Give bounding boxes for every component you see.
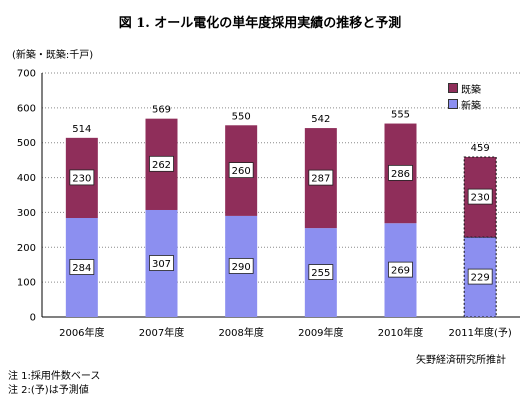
bar-total-label: 459 bbox=[471, 143, 490, 154]
y-tick-label: 300 bbox=[17, 208, 36, 219]
y-tick-label: 600 bbox=[17, 103, 36, 114]
legend-swatch-existing bbox=[448, 83, 458, 93]
note-2: 注 2:(予)は予測値 bbox=[8, 385, 89, 396]
bar-label-existing: 230 bbox=[72, 173, 91, 184]
bar-total-label: 569 bbox=[152, 105, 171, 116]
bar-label-new: 269 bbox=[391, 266, 410, 277]
y-tick-label: 200 bbox=[17, 243, 36, 254]
bar-label-new: 290 bbox=[232, 262, 251, 273]
bar-label-existing: 262 bbox=[152, 160, 171, 171]
bar-label-existing-box bbox=[228, 162, 254, 179]
source-label: 矢野経済研究所推計 bbox=[416, 355, 506, 366]
bar-label-existing-box bbox=[69, 169, 95, 186]
x-tick-label: 2010年度 bbox=[378, 326, 423, 339]
bar-label-new-box bbox=[388, 261, 413, 278]
legend-label-new: 新築 bbox=[461, 100, 481, 112]
bar-label-existing-box bbox=[388, 164, 413, 181]
legend-swatch-new bbox=[448, 99, 458, 109]
bar-total-label: 514 bbox=[72, 124, 91, 135]
bar-label-existing-box bbox=[149, 155, 174, 172]
bar-label-new: 229 bbox=[471, 273, 490, 284]
bar-label-existing: 286 bbox=[391, 169, 410, 180]
x-tick-label: 2009年度 bbox=[298, 326, 343, 339]
legend-item-existing: 既築 bbox=[448, 80, 481, 96]
y-tick-label: 0 bbox=[30, 313, 36, 324]
notes: 注 1:採用件数ベース 注 2:(予)は予測値 bbox=[8, 370, 100, 398]
bar-label-existing-box bbox=[308, 169, 334, 186]
legend-label-existing: 既築 bbox=[461, 84, 481, 96]
bar-label-new-box bbox=[308, 264, 334, 280]
y-tick-label: 100 bbox=[17, 278, 36, 289]
bar-label-new: 284 bbox=[72, 263, 91, 274]
bar-total-label: 555 bbox=[391, 110, 410, 121]
bar-label-new-box bbox=[228, 258, 254, 274]
note-1: 注 1:採用件数ベース bbox=[8, 371, 101, 382]
chart-title: 図 1. オール電化の単年度採用実績の推移と予測 bbox=[118, 16, 402, 31]
bar-label-new-box bbox=[149, 255, 174, 271]
bar-label-existing: 230 bbox=[471, 193, 490, 204]
bar-label-new: 255 bbox=[311, 268, 330, 279]
unit-label: (新築・既築:千戸) bbox=[12, 50, 94, 61]
bar-label-new-box bbox=[467, 268, 493, 285]
y-tick-label: 400 bbox=[17, 173, 36, 184]
x-tick-label: 2008年度 bbox=[218, 326, 263, 339]
x-tick-label: 2011年度(予) bbox=[449, 326, 512, 339]
bar-label-new-box bbox=[69, 259, 95, 275]
bar-total-label: 550 bbox=[232, 111, 251, 122]
legend-item-new: 新築 bbox=[448, 96, 481, 112]
x-tick-label: 2006年度 bbox=[59, 326, 104, 339]
bar-label-existing: 287 bbox=[311, 174, 330, 185]
y-tick-label: 500 bbox=[17, 138, 36, 149]
x-tick-label: 2007年度 bbox=[139, 326, 184, 339]
bar-label-new: 307 bbox=[152, 259, 171, 270]
legend: 既築 新築 bbox=[448, 80, 481, 112]
bar-total-label: 542 bbox=[311, 114, 330, 125]
bar-label-existing: 260 bbox=[232, 166, 251, 177]
y-tick-label: 700 bbox=[17, 69, 36, 80]
bar-label-existing-box bbox=[467, 188, 493, 205]
